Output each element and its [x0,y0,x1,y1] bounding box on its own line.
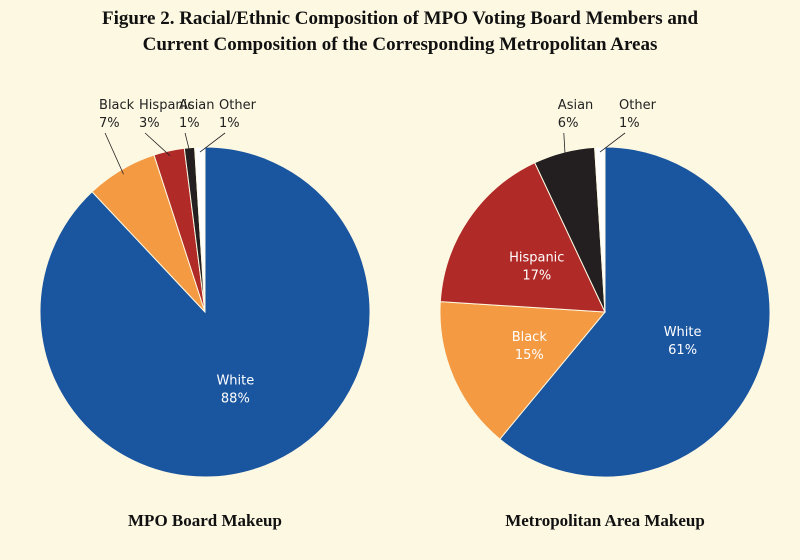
slice-label: Hispanic [509,251,564,266]
figure-title: Current Composition of the Corresponding… [143,34,658,55]
slice-value-label: 7% [99,116,120,131]
slice-value-label: 1% [219,116,240,131]
slice-label: Asian [179,98,214,113]
slice-label: White [216,374,254,389]
slice-value-label: 6% [558,116,579,131]
leader-line [563,132,566,158]
slice-value-label: 17% [522,269,551,284]
leader-line [184,132,191,153]
slice-value-label: 15% [515,348,544,363]
leader-line [199,132,226,153]
pie-title: Metropolitan Area Makeup [505,511,705,530]
leader-line [144,132,171,157]
pie-title: MPO Board Makeup [128,511,282,530]
slice-label: Other [219,98,257,113]
leader-line [104,132,124,175]
pie-slice [194,146,206,313]
figure-title: Figure 2. Racial/Ethnic Composition of M… [102,8,698,29]
slice-label: Black [512,330,548,345]
pie-slice [499,146,771,478]
slice-label: White [664,325,702,340]
slice-label: Hispanic [139,98,194,113]
slice-value-label: 1% [179,116,200,131]
pie-slice [439,162,606,313]
slice-value-label: 88% [221,392,250,407]
leader-line [599,132,626,153]
slice-value-label: 61% [668,343,697,358]
slice-label: Asian [558,98,593,113]
slice-value-label: 3% [139,116,160,131]
pie-slice [439,301,607,440]
slice-label: Black [99,98,135,113]
slice-label: Other [619,98,657,113]
slice-value-label: 1% [619,116,640,131]
pie-slice [594,146,606,313]
